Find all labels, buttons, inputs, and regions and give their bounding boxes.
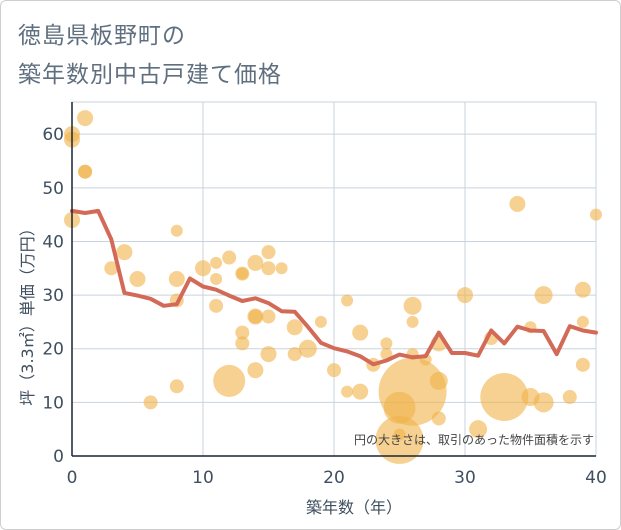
y-axis-label: 坪（3.3㎡）単価（万円） (18, 220, 37, 405)
chart-title-line2: 築年数別中古戸建て価格 (18, 62, 282, 88)
data-point-bubble (480, 373, 529, 421)
y-tick-label: 40 (42, 232, 64, 252)
data-point-bubble (534, 286, 553, 305)
y-tick-label: 0 (53, 447, 64, 467)
data-point-bubble (429, 371, 448, 390)
data-point-bubble (169, 379, 184, 394)
data-point-bubble (533, 392, 554, 413)
data-point-bubble (248, 309, 263, 324)
data-point-bubble (341, 294, 354, 307)
bubble-size-note: 円の大きさは、取引のあった物件面積を示す (354, 432, 594, 447)
data-point-bubble (129, 271, 146, 287)
data-point-bubble (170, 224, 183, 237)
data-point-bubble (247, 254, 264, 271)
data-point-bubble (77, 110, 94, 127)
x-tick-label: 40 (585, 468, 607, 488)
data-point-bubble (562, 390, 577, 404)
data-point-bubble (261, 261, 276, 276)
data-point-bubble (575, 357, 590, 372)
line-layer (70, 208, 598, 367)
data-point-bubble (209, 298, 224, 313)
data-point-bubble (431, 411, 446, 426)
data-point-bubble (116, 244, 133, 261)
data-point-bubble (286, 319, 303, 336)
data-point-bubble (104, 261, 119, 276)
data-point-bubble (143, 395, 158, 410)
data-point-bubble (247, 362, 264, 379)
axes: 0 10 20 30 40 50 60 0 10 20 30 40 (42, 102, 607, 488)
data-point-bubble (406, 315, 419, 328)
data-point-bubble (393, 428, 406, 441)
y-tick-label: 50 (42, 179, 64, 199)
data-point-bubble (341, 385, 354, 398)
data-point-bubble (78, 164, 93, 179)
data-point-bubble (275, 262, 288, 275)
x-axis-label: 築年数（年） (306, 498, 402, 517)
data-point-bubble (352, 383, 369, 400)
data-point-bubble (403, 296, 422, 315)
data-point-bubble (222, 250, 237, 265)
data-point-bubble (235, 336, 250, 351)
data-point-bubble (210, 273, 223, 285)
x-tick-label: 30 (454, 468, 476, 488)
y-tick-label: 30 (42, 286, 64, 306)
data-point-bubble (509, 195, 526, 212)
x-tick-label: 0 (67, 468, 78, 488)
data-point-bubble (261, 309, 276, 324)
data-point-bubble (380, 337, 393, 350)
average-price-line (70, 208, 598, 367)
data-point-bubble (210, 256, 223, 269)
data-point-bubble (168, 271, 185, 287)
data-point-bubble (314, 315, 327, 328)
data-point-bubble (260, 346, 277, 363)
y-tick-label: 20 (42, 340, 64, 360)
data-point-bubble (213, 364, 246, 397)
data-point-bubble (590, 208, 602, 221)
y-tick-label: 10 (42, 393, 64, 413)
y-tick-label: 60 (42, 125, 64, 145)
data-point-bubble (261, 245, 276, 260)
data-point-bubble (298, 339, 317, 358)
data-point-bubble (352, 324, 369, 341)
data-point-bubble (236, 267, 249, 280)
bubble-layer (64, 110, 602, 464)
data-point-bubble (327, 363, 341, 378)
data-point-bubble (457, 287, 473, 304)
data-point-bubble (287, 347, 302, 362)
data-point-bubble (235, 325, 250, 340)
chart-title-line1: 徳島県板野町の (18, 23, 186, 49)
data-point-bubble (195, 260, 211, 277)
x-tick-label: 20 (323, 468, 345, 488)
x-tick-label: 10 (192, 468, 214, 488)
data-point-bubble (574, 281, 591, 298)
data-point-bubble (576, 315, 589, 328)
data-point-bubble (469, 420, 488, 439)
data-point-bubble (378, 357, 447, 426)
